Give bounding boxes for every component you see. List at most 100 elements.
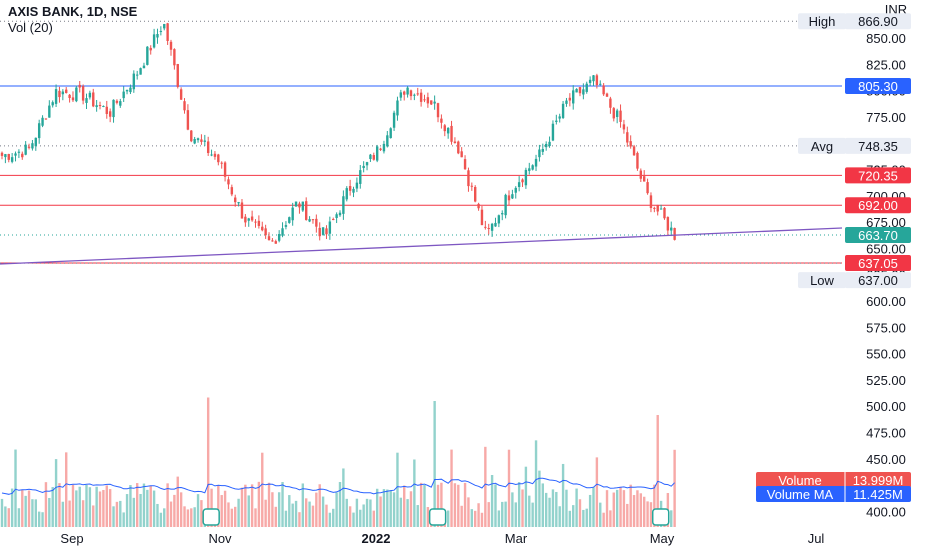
volume-bar <box>328 512 332 527</box>
volume-bar <box>487 502 490 527</box>
volume-bar <box>234 506 237 527</box>
volume-bar <box>504 501 507 527</box>
volume-bar <box>582 509 585 527</box>
candle-body <box>284 225 288 227</box>
candle-body <box>561 103 565 118</box>
volume-bar <box>615 489 619 527</box>
candle-body <box>250 216 254 221</box>
candle-body <box>315 218 318 227</box>
candle-body <box>541 149 544 152</box>
avg-tag-value: 748.35 <box>858 139 898 154</box>
volume-bar <box>277 492 281 527</box>
candle-body <box>511 194 514 199</box>
volume-bar <box>7 508 10 527</box>
earnings-marker <box>202 508 220 526</box>
volume-bar <box>588 494 592 527</box>
price-tick: 400.00 <box>866 504 906 519</box>
volume-bar <box>399 497 403 527</box>
volume-bar <box>575 488 578 527</box>
volume-bar <box>433 401 436 527</box>
candle-body <box>592 75 595 82</box>
volume-bar <box>4 506 7 527</box>
volume-ma-tag: Volume MA 11.425M <box>756 486 911 502</box>
candle-body <box>575 88 578 93</box>
candle-body <box>389 128 392 139</box>
volume-bar <box>382 489 386 527</box>
volume-bar <box>528 495 531 527</box>
candle-body <box>396 100 399 116</box>
candle-body <box>213 153 217 157</box>
candle-body <box>399 92 403 98</box>
volume-bar <box>71 484 75 527</box>
volume-bar <box>54 459 58 527</box>
candle-body <box>443 125 446 132</box>
candle-body <box>159 30 163 32</box>
volume-bar <box>186 509 190 527</box>
volume-bar <box>406 499 409 527</box>
volume-bar <box>416 505 419 527</box>
volume-bar <box>163 508 166 527</box>
volume-bar <box>92 505 95 527</box>
volume-bar <box>264 499 267 527</box>
volume-bar <box>190 508 193 527</box>
symbol-title[interactable]: AXIS BANK, 1D, NSE <box>8 4 138 19</box>
candle-body <box>274 241 277 244</box>
volume-bar <box>206 397 210 527</box>
candle-body <box>227 179 230 185</box>
price-tick: 475.00 <box>866 426 906 441</box>
candle-body <box>122 91 125 99</box>
candle-body <box>203 140 206 142</box>
volume-bar <box>95 486 98 527</box>
candle-body <box>348 186 352 191</box>
volume-bar <box>413 459 416 527</box>
volume-bar <box>318 484 321 527</box>
candle-body <box>328 221 332 234</box>
tag-720-value: 720.35 <box>858 168 898 183</box>
last-price-tag-box <box>845 226 911 243</box>
candle-body <box>102 105 105 107</box>
ascending-trendline <box>0 227 843 265</box>
price-tick: 550.00 <box>866 347 906 362</box>
candle-body <box>31 143 34 149</box>
candle-body <box>474 186 477 202</box>
volume-bar <box>480 512 484 527</box>
volume-bar <box>294 500 298 527</box>
volume-bar <box>152 490 156 527</box>
volume-bar <box>78 486 81 527</box>
candle-body <box>446 127 450 134</box>
volume-bar <box>585 508 588 527</box>
volume-bar <box>61 501 65 527</box>
candle-body <box>440 118 443 123</box>
candle-body <box>81 86 85 101</box>
candle-body <box>176 63 179 87</box>
candle-body <box>85 98 88 103</box>
candle-body <box>149 47 152 51</box>
volume-bar <box>98 491 102 527</box>
avg-tag-label-box <box>798 137 846 154</box>
low-tag-label: Low <box>810 273 834 288</box>
candle-body <box>386 135 389 147</box>
volume-bar <box>223 490 227 527</box>
candle-body <box>115 100 119 103</box>
volume-indicator-label[interactable]: Vol (20) <box>8 20 53 35</box>
volume-bar <box>301 483 305 527</box>
volume-bar <box>531 502 534 527</box>
price-tick: 525.00 <box>866 373 906 388</box>
candle-body <box>460 151 463 158</box>
time-axis[interactable]: Sep Nov 2022 Mar May Jul <box>60 531 824 546</box>
candle-body <box>61 91 65 95</box>
volume-bar <box>200 500 203 527</box>
candle-body <box>632 146 636 156</box>
volume-bar <box>392 492 396 527</box>
volume-bar <box>21 489 24 527</box>
volume-bar <box>409 491 413 527</box>
time-tick: Sep <box>60 531 83 546</box>
candle-body <box>24 144 27 155</box>
volume-bar <box>612 492 615 527</box>
candle-body <box>392 112 396 128</box>
candle-body <box>95 105 98 108</box>
price-tick: 450.00 <box>866 452 906 467</box>
candle-body <box>267 236 271 241</box>
candle-body <box>514 187 517 193</box>
